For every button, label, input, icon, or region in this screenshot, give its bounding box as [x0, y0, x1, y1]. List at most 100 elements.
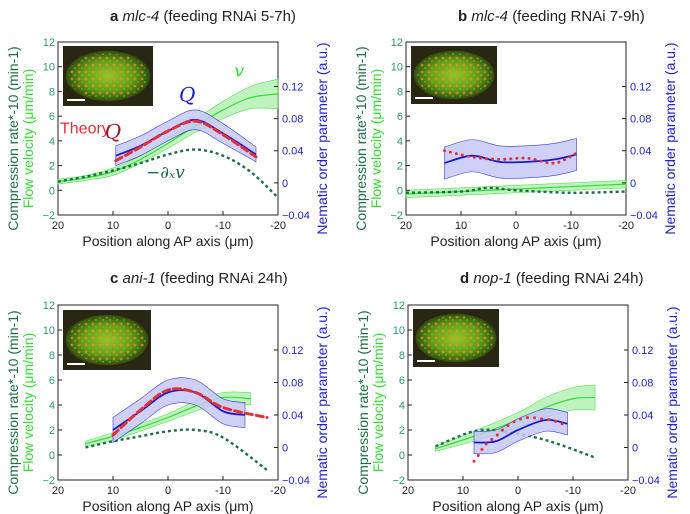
- y-tick-label: −2: [42, 210, 55, 222]
- y-tick-label: 2: [397, 161, 403, 173]
- embryo-texture: [68, 53, 148, 99]
- y-tick-label: 4: [399, 400, 405, 412]
- y-axis-label-compression: Compression rate*-10 (min-1): [353, 46, 369, 230]
- theory-line: [111, 387, 269, 437]
- y-tick-label: 2: [49, 425, 55, 437]
- y-axis-label-compression: Compression rate*-10 (min-1): [5, 310, 21, 494]
- x-tick-label: 10: [457, 485, 469, 497]
- y-tick-label: 6: [397, 111, 403, 123]
- x-axis-label: Position along AP axis (μm): [82, 233, 253, 249]
- y-right-tick-label: 0.04: [630, 146, 651, 158]
- velocity-error-band: [57, 78, 279, 185]
- y-axis-label-velocity: Flow velocity (μm/min): [20, 69, 36, 209]
- theory-line: [472, 415, 569, 463]
- annotation-Q: Q: [179, 82, 195, 106]
- y-right-tick-label: 0.04: [282, 146, 303, 158]
- embryo-inset-image: [63, 310, 151, 370]
- y-tick-label: 10: [43, 325, 55, 337]
- x-axis-label: Position along AP axis (μm): [430, 233, 601, 249]
- y-tick-label: 6: [399, 375, 405, 387]
- y-axis-label-nematic: Nematic order parameter (a.u.): [664, 306, 680, 498]
- y-axis-label-velocity: Flow velocity (μm/min): [370, 333, 386, 473]
- y-right-tick-label: −0.04: [282, 475, 310, 487]
- x-tick-label: -10: [563, 220, 579, 232]
- gene-name: mlc-4: [123, 8, 160, 25]
- x-tick-label: 0: [515, 485, 521, 497]
- nematic-order-line: [473, 418, 568, 444]
- y-right-tick-label: 0.12: [630, 81, 651, 93]
- compression-rate-line: [57, 148, 279, 199]
- annotation-neg-dxv: −∂ₓv: [146, 163, 185, 183]
- x-tick-label: -20: [620, 485, 636, 497]
- x-tick-label: 10: [107, 220, 119, 232]
- y-tick-label: 10: [391, 62, 403, 74]
- panel-letter: d: [460, 270, 469, 287]
- y-tick-label: 4: [397, 136, 403, 148]
- y-axis-label-nematic: Nematic order parameter (a.u.): [662, 42, 678, 234]
- x-tick-label: 0: [165, 220, 171, 232]
- annotation-theory: Theory: [60, 120, 110, 137]
- x-tick-label: -10: [565, 485, 581, 497]
- theory-line: [443, 149, 578, 165]
- embryo-inset-image: [413, 309, 499, 367]
- y-axis-label-compression: Compression rate*-10 (min-1): [355, 310, 371, 494]
- y-right-tick-label: −0.04: [282, 210, 310, 222]
- x-tick-label: -20: [270, 220, 286, 232]
- y-tick-label: 0: [397, 185, 403, 197]
- x-axis-label: Position along AP axis (μm): [82, 498, 253, 514]
- y-tick-label: 8: [399, 350, 405, 362]
- y-right-tick-label: 0.04: [632, 410, 653, 422]
- x-tick-label: -10: [215, 485, 231, 497]
- panel-b: b mlc-4 (feeding RNAi 7-9h)20 10 0 -10 -20−2…: [353, 8, 678, 249]
- embryo-inset-image: [411, 46, 497, 104]
- y-tick-label: 8: [49, 350, 55, 362]
- y-right-tick-label: 0: [282, 178, 288, 190]
- y-right-tick-label: 0: [630, 178, 636, 190]
- y-tick-label: 6: [49, 375, 55, 387]
- compression-rate-line: [405, 186, 627, 194]
- y-tick-label: 12: [43, 37, 55, 49]
- y-tick-label: −2: [42, 475, 55, 487]
- y-tick-label: 8: [49, 86, 55, 98]
- y-right-tick-label: 0: [632, 443, 638, 455]
- x-tick-label: 20: [400, 220, 412, 232]
- panel-letter: b: [458, 8, 467, 25]
- x-tick-label: -20: [270, 485, 286, 497]
- x-tick-label: 20: [52, 485, 64, 497]
- y-tick-label: 12: [391, 37, 403, 49]
- gene-name: ani-1: [123, 270, 156, 287]
- velocity-line: [57, 93, 279, 183]
- embryo-texture: [416, 52, 492, 98]
- y-axis-label-compression: Compression rate*-10 (min-1): [5, 46, 21, 230]
- panel-title: c ani-1 (feeding RNAi 24h): [110, 270, 288, 287]
- y-tick-label: 12: [43, 300, 55, 312]
- compression-rate-line: [85, 428, 268, 471]
- panel-letter: c: [110, 270, 118, 287]
- x-tick-label: -20: [618, 220, 634, 232]
- y-tick-label: −2: [390, 210, 403, 222]
- y-right-tick-label: 0.12: [632, 345, 653, 357]
- gene-name: nop-1: [473, 270, 511, 287]
- y-tick-label: 0: [49, 185, 55, 197]
- y-tick-label: 4: [49, 400, 55, 412]
- x-axis-label: Position along AP axis (μm): [432, 498, 603, 514]
- x-tick-label: 0: [165, 485, 171, 497]
- y-axis-label-velocity: Flow velocity (μm/min): [368, 69, 384, 209]
- panel-title: a mlc-4 (feeding RNAi 5-7h): [110, 8, 296, 25]
- y-right-tick-label: 0.12: [282, 81, 303, 93]
- panel-a: a mlc-4 (feeding RNAi 5-7h)20 10 0 -10 -20−2…: [5, 8, 330, 249]
- y-right-tick-label: 0.08: [632, 378, 653, 390]
- y-right-tick-label: −0.04: [632, 475, 660, 487]
- condition: (feeding RNAi 24h): [516, 270, 644, 287]
- y-tick-label: 8: [397, 86, 403, 98]
- nematic-error-band: [115, 109, 257, 167]
- y-tick-label: 0: [49, 450, 55, 462]
- annotation-v: v: [234, 61, 244, 82]
- panel-c: c ani-1 (feeding RNAi 24h)20 10 0 -10 -20−20…: [5, 270, 330, 514]
- condition: (feeding RNAi 5-7h): [163, 8, 296, 25]
- y-tick-label: 4: [49, 136, 55, 148]
- y-right-tick-label: 0.08: [282, 378, 303, 390]
- x-tick-label: 20: [52, 220, 64, 232]
- x-tick-label: 20: [402, 485, 414, 497]
